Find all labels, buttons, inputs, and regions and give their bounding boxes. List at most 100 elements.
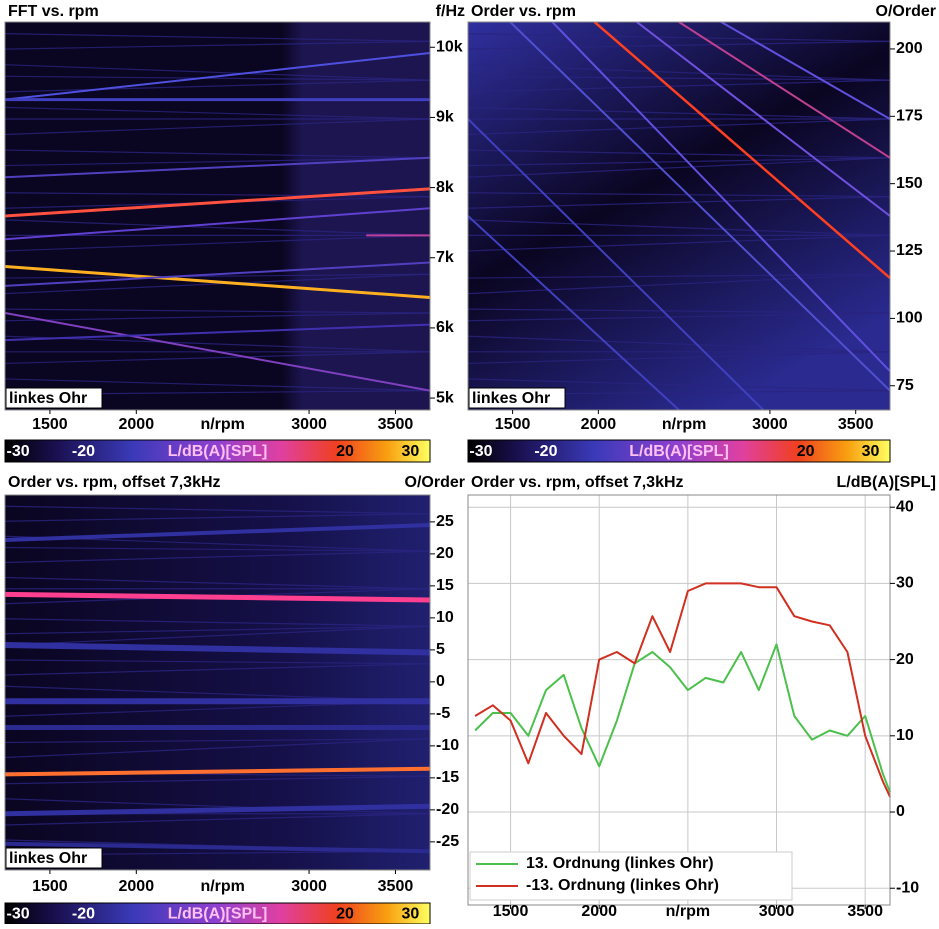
spectrogram-texture	[5, 798, 430, 815]
line-series	[474, 643, 891, 793]
colorbar-label: L/dB(A)[SPL]	[629, 443, 729, 460]
annotation: linkes Ohr	[472, 390, 550, 407]
x-tick-label: 3500	[847, 903, 883, 920]
spectrogram-streak	[678, 22, 890, 159]
spectrogram-texture	[5, 659, 430, 665]
spectrogram-texture	[5, 79, 430, 93]
spectrogram-texture	[5, 234, 430, 252]
line-series	[474, 582, 891, 798]
y-tick-label: 10k	[436, 38, 463, 55]
spectrogram-texture	[5, 118, 430, 136]
x-axis-label: n/rpm	[662, 416, 706, 433]
panel-title: FFT vs. rpm	[8, 3, 99, 20]
spectrogram-streak	[5, 156, 430, 179]
colorbar-label: L/dB(A)[SPL]	[168, 443, 268, 460]
spectrogram-streak	[5, 841, 430, 854]
x-tick-label: 2000	[581, 903, 617, 920]
spectrogram-streak	[468, 215, 680, 410]
colorbar-label: L/dB(A)[SPL]	[168, 906, 268, 923]
plot-frame	[4, 21, 431, 411]
colorbar	[467, 439, 891, 463]
spectrogram-texture	[5, 40, 430, 50]
y-tick-label: 5	[436, 641, 445, 658]
spectrogram-texture	[468, 273, 890, 279]
colorbar-tick-label: -30	[469, 443, 492, 460]
plot-background	[468, 495, 890, 905]
x-tick-label: 3000	[291, 878, 327, 895]
spectrogram-texture	[468, 106, 890, 120]
x-tick-label: 1500	[32, 878, 68, 895]
spectrogram-texture	[468, 40, 890, 50]
y-tick-label: 9k	[436, 109, 454, 126]
spectrogram-texture	[5, 64, 430, 81]
spectrogram-streak	[5, 261, 430, 287]
plot-area	[5, 22, 430, 410]
y-tick-label: 25	[436, 513, 454, 530]
y-tick-label: 5k	[436, 389, 454, 406]
y-tick-label: 7k	[436, 249, 454, 266]
y-tick-label: 15	[436, 577, 454, 594]
legend-label: -13. Ordnung (linkes Ohr)	[526, 877, 719, 894]
annotation-box	[468, 387, 566, 409]
spectrogram-streak	[5, 52, 430, 101]
spectrogram-texture	[468, 312, 890, 322]
x-axis-label: n/rpm	[200, 878, 244, 895]
y-tick-label: 8k	[436, 179, 454, 196]
spectrogram-texture	[468, 308, 890, 314]
colorbar-tick-label: 30	[401, 906, 419, 923]
spectrogram-texture	[5, 576, 430, 590]
y-axis-label: O/Order	[405, 474, 465, 491]
colorbar-tick-label: 20	[797, 443, 815, 460]
panel-title: Order vs. rpm, offset 7,3kHz	[8, 474, 221, 491]
plot-frame	[467, 494, 891, 906]
spectrogram-texture	[5, 149, 430, 159]
x-tick-label: 2000	[581, 416, 617, 433]
spectrogram-streak	[5, 323, 430, 342]
spectrogram-streak	[5, 766, 430, 777]
x-tick-label: 3500	[378, 416, 414, 433]
x-tick-label: 3500	[378, 878, 414, 895]
spectrogram-texture	[468, 351, 890, 365]
spectrogram-texture	[5, 738, 430, 744]
spectrogram-texture	[5, 219, 430, 236]
y-tick-label: 40	[896, 498, 914, 515]
x-tick-label: 2000	[119, 878, 155, 895]
x-tick-label: 3000	[752, 416, 788, 433]
spectrogram-streak	[5, 803, 430, 817]
y-tick-label: -5	[436, 705, 450, 722]
y-tick-label: -25	[436, 833, 459, 850]
spectrogram-streak	[5, 264, 430, 299]
spectrogram-texture	[5, 505, 430, 515]
plot-area	[5, 495, 430, 870]
y-tick-label: 200	[896, 40, 923, 57]
x-tick-label: 1500	[495, 416, 531, 433]
annotation-box	[5, 387, 103, 409]
y-tick-label: 20	[436, 545, 454, 562]
colorbar-tick-label: -20	[72, 443, 95, 460]
spectrogram-texture	[5, 738, 430, 759]
spectrogram-streak	[5, 207, 430, 241]
spectrogram-texture	[5, 625, 430, 635]
colorbar-tick-label: -20	[72, 906, 95, 923]
spectrogram-texture	[5, 546, 430, 552]
spectrogram-texture	[468, 192, 890, 198]
y-tick-label: 125	[896, 242, 923, 259]
y-tick-label: 150	[896, 175, 923, 192]
spectrogram-texture	[468, 378, 890, 392]
colorbar-tick-label: 30	[401, 443, 419, 460]
spectrogram-texture	[468, 157, 890, 167]
colorbar-tick-label: -20	[534, 443, 557, 460]
y-tick-label: 175	[896, 108, 923, 125]
spectrogram-texture	[5, 273, 430, 295]
spectrogram-streak	[5, 523, 430, 542]
y-tick-label: 75	[896, 377, 914, 394]
spectrogram-texture	[5, 308, 430, 314]
annotation-box	[5, 847, 103, 869]
x-tick-label: 2000	[119, 416, 155, 433]
legend-label: 13. Ordnung (linkes Ohr)	[526, 855, 714, 872]
y-tick-label: 6k	[436, 319, 454, 336]
spectrogram-texture	[5, 75, 430, 81]
y-tick-label: 10	[436, 609, 454, 626]
x-tick-label: 3000	[291, 416, 327, 433]
